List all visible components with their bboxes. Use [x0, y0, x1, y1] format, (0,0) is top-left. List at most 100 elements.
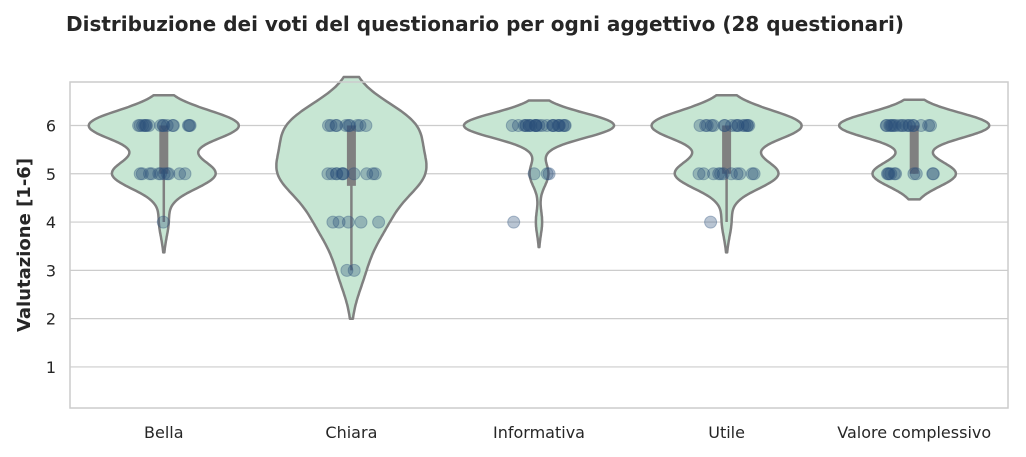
y-tick-label: 5 [46, 165, 56, 184]
data-point [880, 167, 894, 181]
data-point [324, 119, 338, 132]
data-point [505, 119, 519, 132]
data-point [181, 119, 195, 132]
data-point [914, 119, 928, 132]
data-point [706, 119, 720, 132]
data-point [546, 119, 560, 132]
data-point [517, 119, 531, 132]
data-point [139, 119, 153, 132]
data-point [182, 119, 196, 132]
data-points [132, 119, 940, 277]
data-point [718, 119, 732, 132]
box-4 [909, 125, 919, 174]
data-point [558, 119, 572, 132]
box-1 [346, 125, 356, 186]
data-point [133, 167, 147, 181]
data-point [136, 119, 150, 132]
data-point [183, 119, 197, 132]
data-point [325, 167, 339, 181]
data-point [173, 167, 187, 181]
x-tick-label: Utile [708, 423, 745, 442]
data-point [692, 167, 706, 181]
data-point [368, 167, 382, 181]
data-point [156, 215, 170, 229]
data-point [879, 119, 893, 132]
y-tick-label: 2 [46, 310, 56, 329]
data-point [546, 119, 560, 132]
data-point [529, 119, 543, 132]
data-point [142, 119, 156, 132]
data-point [707, 167, 720, 181]
data-point [341, 215, 355, 229]
data-point [714, 167, 728, 181]
data-point [532, 119, 546, 132]
violins [87, 75, 991, 321]
data-point [882, 167, 896, 181]
data-point [725, 119, 738, 132]
data-point [887, 119, 901, 132]
data-point [343, 119, 357, 132]
box-3 [722, 125, 732, 174]
data-point [138, 119, 152, 132]
data-point [700, 119, 714, 132]
data-point [152, 167, 166, 181]
y-axis-label: Valutazione [1-6] [14, 158, 35, 332]
data-point [731, 119, 745, 132]
box-0 [159, 125, 169, 174]
plot-frame [69, 81, 1009, 409]
data-point [347, 167, 361, 181]
data-point [329, 167, 343, 181]
y-tick-label: 3 [46, 261, 56, 280]
data-point [519, 119, 533, 132]
data-point [350, 119, 364, 132]
data-point [731, 119, 745, 132]
data-point [340, 263, 354, 277]
data-point [551, 119, 565, 132]
y-tick-label: 4 [46, 213, 56, 232]
data-point [332, 215, 346, 229]
data-point [143, 167, 156, 181]
data-point [883, 119, 897, 132]
data-point [166, 119, 180, 132]
violin-2 [462, 99, 616, 249]
data-point [540, 119, 554, 132]
data-point [524, 119, 538, 132]
inner-boxes [159, 125, 919, 271]
data-point [527, 167, 541, 181]
data-point [330, 167, 344, 181]
data-point [529, 119, 543, 132]
data-point [885, 119, 899, 132]
data-point [132, 119, 146, 132]
data-point [360, 167, 374, 181]
data-point [716, 167, 730, 181]
data-point [540, 167, 554, 181]
data-point [519, 119, 533, 132]
data-point [145, 167, 159, 181]
data-point [342, 119, 356, 132]
data-point [733, 167, 747, 181]
data-point [552, 119, 566, 132]
data-point [899, 119, 913, 132]
data-point [888, 119, 902, 132]
data-point [330, 119, 344, 132]
data-point [336, 167, 350, 181]
x-tick-label: Chiara [325, 423, 377, 442]
data-point [322, 119, 335, 132]
data-point [884, 167, 898, 181]
data-point [705, 119, 718, 132]
x-tick-labels: Bella Chiara Informativa Utile Valore comple… [144, 423, 991, 442]
data-point [712, 167, 726, 181]
y-tick-label: 1 [46, 358, 56, 377]
data-point [909, 167, 923, 181]
data-point [507, 215, 521, 229]
data-point [166, 119, 180, 132]
x-tick-label: Bella [144, 423, 184, 442]
data-point [135, 167, 149, 181]
data-point [529, 119, 542, 132]
data-point [353, 119, 367, 132]
data-point [335, 167, 349, 181]
data-point [157, 167, 171, 181]
data-point [895, 119, 909, 132]
data-point [535, 119, 549, 132]
